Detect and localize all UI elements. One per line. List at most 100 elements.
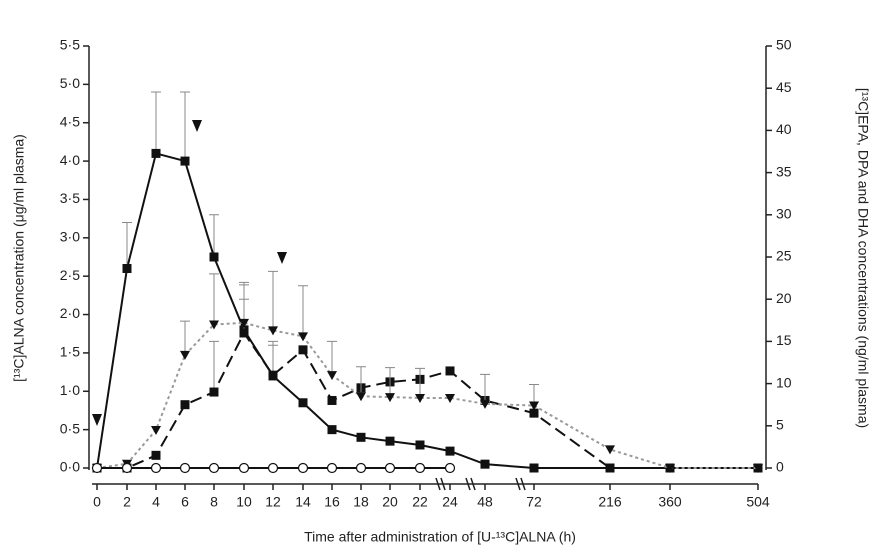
error-bar — [356, 366, 366, 397]
y-tick-label: 4·5 — [60, 113, 80, 129]
marker — [180, 400, 190, 410]
marker — [605, 445, 615, 455]
x-tick-label: 0 — [93, 494, 101, 510]
y-axis-title: [¹³C]ALNA concentration (μg/ml plasma) — [11, 134, 27, 382]
marker — [327, 371, 337, 381]
marker — [151, 148, 161, 158]
error-bar — [209, 340, 219, 393]
y2-tick-label: 20 — [776, 290, 792, 306]
marker — [444, 462, 456, 474]
y-tick-label: 5·5 — [60, 37, 80, 53]
x-tick-label: 10 — [236, 494, 252, 510]
error-bar — [385, 367, 395, 398]
marker — [327, 425, 337, 435]
series-line — [97, 331, 758, 469]
y-tick-label: 2·0 — [60, 305, 80, 321]
error-bar — [327, 340, 337, 376]
y2-axis-title: [¹³C]EPA, DPA and DHA concentrations (ng… — [855, 88, 871, 428]
y2-tick-label: 25 — [776, 248, 792, 264]
y2-tick-label: 50 — [776, 37, 792, 53]
marker — [529, 401, 539, 411]
y2-tick-label: 30 — [776, 206, 792, 222]
marker — [180, 350, 190, 360]
error-bar — [480, 373, 490, 404]
y2-tick-label: 45 — [776, 79, 792, 95]
y-tick-label: 2·5 — [60, 267, 80, 283]
x-tick-label: 2 — [123, 494, 131, 510]
marker — [480, 399, 490, 409]
y-tick-label: 3·5 — [60, 190, 80, 206]
marker — [267, 462, 279, 474]
marker — [208, 462, 220, 474]
error-bar — [180, 91, 190, 162]
x-tick-label: 6 — [181, 494, 189, 510]
marker — [239, 328, 249, 338]
marker — [445, 393, 455, 403]
error-bar — [122, 221, 132, 269]
error-bar — [151, 91, 161, 154]
x-tick-label: 20 — [382, 494, 398, 510]
x-tick-label: 14 — [295, 494, 311, 510]
y2-tick-label: 5 — [776, 417, 784, 433]
marker — [179, 462, 191, 474]
marker — [445, 366, 455, 376]
error-bar — [239, 284, 249, 323]
series-line — [96, 321, 758, 469]
error-bar — [298, 285, 308, 337]
error-bar — [180, 320, 190, 355]
marker — [414, 462, 426, 474]
error-bar — [415, 367, 425, 398]
marker — [665, 464, 675, 473]
marker — [298, 345, 308, 355]
marker — [605, 463, 615, 473]
marker — [180, 156, 190, 166]
marker — [415, 393, 425, 403]
marker — [385, 436, 395, 446]
x-tick-label: 360 — [658, 494, 682, 510]
marker — [297, 462, 309, 474]
x-tick-label: 12 — [265, 494, 281, 510]
marker — [385, 393, 395, 403]
y-tick-label: 4·0 — [60, 152, 80, 168]
y2-tick-label: 15 — [776, 332, 792, 348]
marker — [326, 462, 338, 474]
error-bar — [268, 270, 278, 331]
marker — [151, 450, 161, 460]
marker — [384, 462, 396, 474]
marker — [121, 462, 133, 474]
y-tick-label: 5·0 — [60, 75, 80, 91]
marker — [209, 252, 219, 262]
x-tick-label: 18 — [353, 494, 369, 510]
y2-tick-label: 10 — [776, 374, 792, 390]
marker — [238, 462, 250, 474]
marker — [122, 264, 132, 274]
x-tick-label: 8 — [210, 494, 218, 510]
x-tick-label: 16 — [324, 494, 340, 510]
y-tick-label: 1·5 — [60, 344, 80, 360]
y-tick-label: 0·0 — [60, 459, 80, 475]
error-bar — [209, 214, 219, 257]
marker — [298, 398, 308, 408]
marker — [529, 408, 539, 418]
marker — [529, 463, 539, 473]
x-tick-label: 216 — [598, 494, 622, 510]
x-tick-label: 22 — [412, 494, 428, 510]
marker — [209, 387, 219, 397]
marker — [445, 446, 455, 456]
marker — [151, 426, 161, 436]
marker — [753, 464, 763, 473]
y-tick-label: 1·0 — [60, 382, 80, 398]
x-axis-title: Time after administration of [U-¹³C]ALNA… — [304, 529, 576, 545]
y2-tick-label: 0 — [776, 459, 784, 475]
marker — [268, 326, 278, 336]
x-tick-label: 4 — [152, 494, 160, 510]
error-bar — [268, 340, 278, 376]
marker — [91, 462, 103, 474]
x-tick-label: 48 — [477, 494, 493, 510]
arrow-annotations — [92, 120, 287, 426]
marker — [209, 320, 219, 330]
marker — [298, 332, 308, 342]
y-tick-label: 3·0 — [60, 229, 80, 245]
marker — [356, 432, 366, 442]
